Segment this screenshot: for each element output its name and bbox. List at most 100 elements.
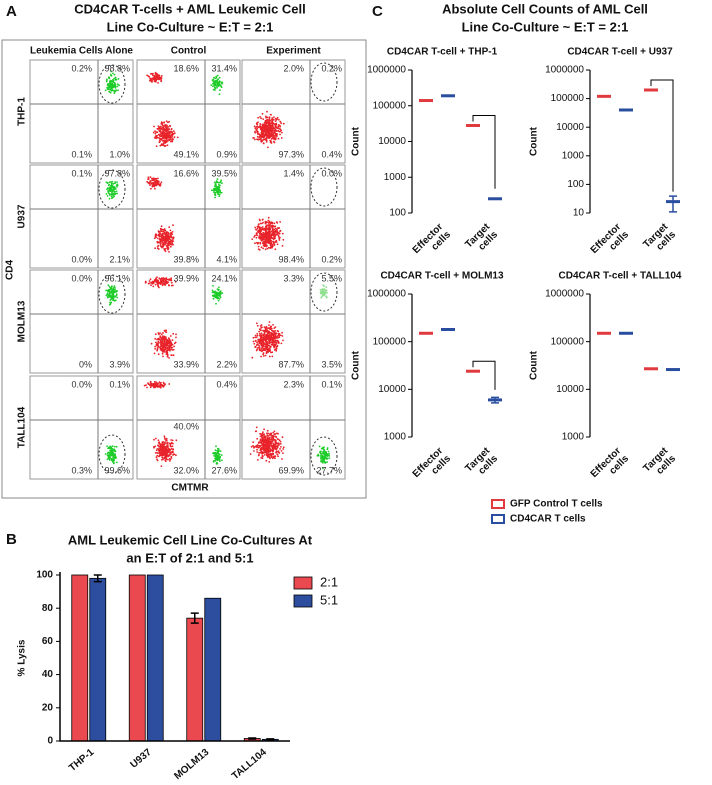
event-dot: [263, 138, 266, 141]
event-dot: [161, 139, 164, 142]
event-dot: [259, 435, 262, 438]
event-dot: [281, 331, 283, 334]
event-dot: [324, 462, 327, 464]
event-dot: [274, 225, 276, 228]
event-dot: [155, 456, 158, 459]
event-dot: [263, 332, 266, 335]
event-dot: [156, 348, 159, 351]
event-dot: [165, 141, 168, 144]
event-dot: [164, 455, 167, 458]
event-dot: [108, 90, 111, 93]
event-dot: [154, 71, 157, 74]
event-dot: [164, 451, 167, 454]
event-dot: [273, 346, 276, 349]
chart-title: CD4CAR T-cell + MOLM13: [380, 271, 504, 282]
event-dot: [269, 141, 272, 144]
event-dot: [257, 231, 260, 233]
event-dot: [166, 351, 169, 354]
event-dot: [267, 240, 270, 243]
event-dot: [163, 282, 165, 285]
event-dot: [159, 185, 162, 187]
event-dot: [157, 244, 160, 247]
event-dot: [278, 239, 281, 241]
event-dot: [163, 341, 166, 343]
event-dot: [266, 332, 269, 335]
event-dot: [114, 291, 117, 293]
event-dot: [114, 182, 116, 185]
event-dot: [106, 293, 109, 296]
event-dot: [256, 333, 259, 335]
quadrant-percent: 0.0%: [71, 254, 92, 264]
event-dot: [258, 328, 261, 331]
event-dot: [278, 130, 281, 133]
event-dot: [115, 78, 118, 81]
x-tick-label: TALL104: [230, 747, 269, 782]
event-dot: [270, 442, 273, 445]
event-dot: [275, 442, 278, 445]
event-dot: [257, 459, 259, 461]
event-dot: [259, 237, 262, 240]
event-dot: [216, 83, 219, 86]
event-dot: [107, 284, 110, 287]
event-dot: [158, 441, 161, 444]
y-tick-label: 10000: [378, 136, 406, 147]
event-dot: [114, 76, 117, 79]
event-dot: [274, 444, 276, 447]
event-dot: [268, 321, 271, 323]
event-dot: [271, 245, 274, 248]
event-dot: [272, 128, 274, 130]
event-dot: [219, 89, 221, 91]
event-dot: [259, 325, 262, 327]
event-dot: [163, 237, 166, 240]
event-dot: [170, 439, 173, 441]
event-dot: [277, 450, 280, 453]
event-dot: [155, 136, 158, 139]
legend-label: CD4CAR T cells: [510, 514, 586, 525]
event-dot: [266, 122, 268, 125]
event-dot: [163, 127, 165, 130]
event-dot: [111, 83, 114, 86]
event-dot: [268, 434, 271, 436]
event-dot: [257, 223, 260, 226]
event-dot: [268, 349, 270, 352]
event-dot: [278, 334, 280, 337]
event-dot: [260, 117, 262, 120]
event-dot: [261, 345, 264, 348]
event-dot: [271, 137, 273, 140]
event-dot: [159, 129, 162, 131]
event-dot: [259, 222, 262, 225]
event-dot: [320, 458, 322, 460]
event-dot: [161, 280, 163, 283]
event-dot: [154, 348, 157, 350]
event-dot: [260, 329, 262, 332]
event-dot: [268, 340, 271, 343]
event-dot: [275, 339, 277, 342]
event-dot: [110, 449, 113, 452]
event-dot: [259, 438, 262, 441]
event-dot: [116, 83, 119, 85]
event-dot: [276, 344, 279, 347]
event-dot: [256, 123, 259, 126]
quadrant-percent: 2.3%: [283, 379, 304, 389]
event-dot: [167, 133, 170, 136]
event-dot: [155, 77, 158, 80]
event-dot: [112, 292, 115, 295]
axis-label: CD4: [5, 260, 16, 280]
event-dot: [152, 281, 155, 283]
event-dot: [110, 189, 113, 191]
event-dot: [272, 324, 274, 326]
event-dot: [281, 458, 283, 460]
event-dot: [159, 332, 161, 334]
event-dot: [275, 136, 277, 139]
event-dot: [257, 248, 260, 251]
panel-title: Absolute Cell Counts of AML Cell: [442, 1, 648, 16]
event-dot: [110, 459, 113, 462]
bar: [71, 574, 89, 742]
event-dot: [258, 235, 261, 238]
event-dot: [272, 330, 275, 332]
event-dot: [258, 452, 260, 454]
event-dot: [169, 233, 172, 236]
event-dot: [217, 294, 220, 296]
event-dot: [215, 457, 217, 460]
event-dot: [150, 284, 152, 287]
